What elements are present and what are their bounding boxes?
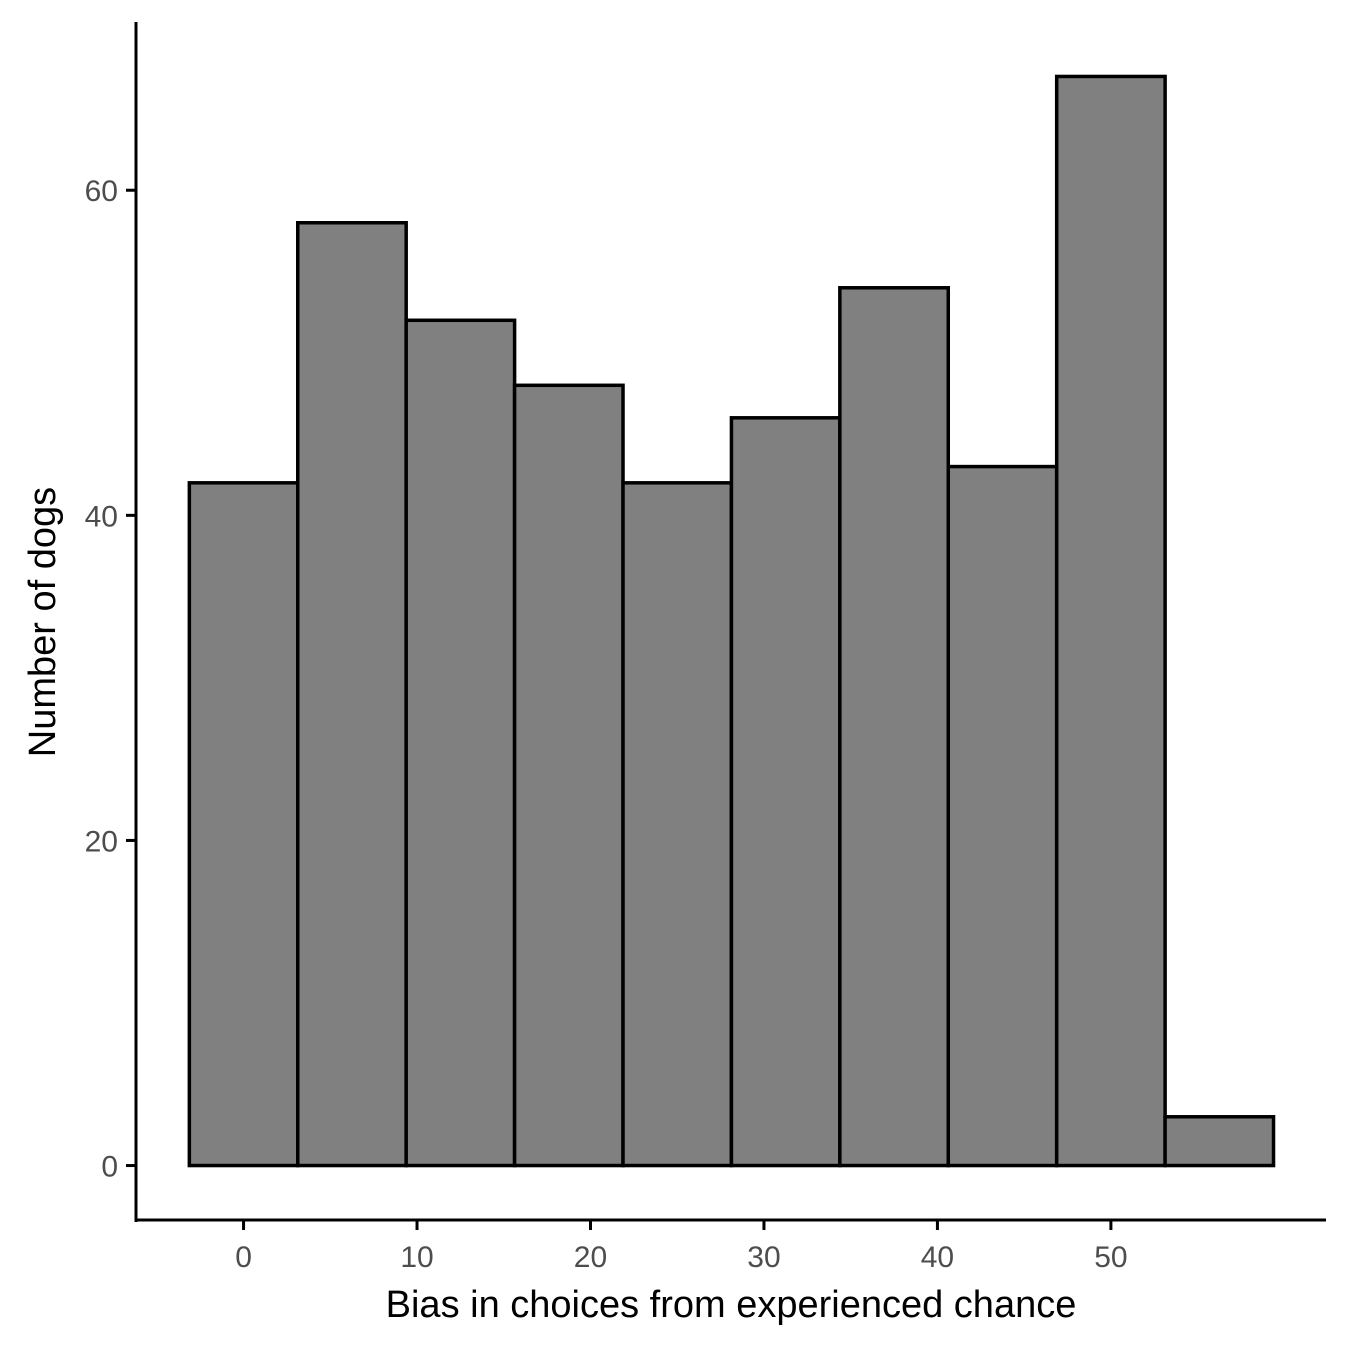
histogram-bar-5 — [729, 416, 842, 1168]
x-tick-label: 0 — [235, 1241, 252, 1274]
histogram-bar-6 — [838, 286, 951, 1168]
y-tick-label: 20 — [85, 825, 118, 858]
x-tick-label: 50 — [1094, 1241, 1127, 1274]
histogram-bar-1 — [296, 221, 408, 1168]
bars-group — [187, 74, 1276, 1168]
x-tick-label: 10 — [400, 1241, 433, 1274]
x-tick-label: 30 — [747, 1241, 780, 1274]
y-tick-label: 0 — [101, 1151, 118, 1184]
x-ticks-group: 0 10 20 30 40 50 — [235, 1220, 1128, 1274]
histogram-bar-7 — [946, 464, 1059, 1168]
y-tick-label: 60 — [85, 175, 118, 208]
histogram-bar-2 — [404, 318, 517, 1168]
y-ticks-group: 0 20 40 60 — [85, 175, 136, 1184]
y-axis-title: Number of dogs — [22, 487, 64, 757]
histogram-bar-8 — [1054, 74, 1167, 1168]
histogram-bar-0 — [187, 481, 300, 1168]
x-axis-title: Bias in choices from experienced chance — [386, 1284, 1077, 1326]
histogram-bar-3 — [512, 383, 625, 1168]
histogram-bar-4 — [621, 481, 734, 1168]
histogram-bar-9 — [1163, 1115, 1276, 1168]
x-tick-label: 20 — [574, 1241, 607, 1274]
x-tick-label: 40 — [921, 1241, 954, 1274]
y-tick-label: 40 — [85, 500, 118, 533]
